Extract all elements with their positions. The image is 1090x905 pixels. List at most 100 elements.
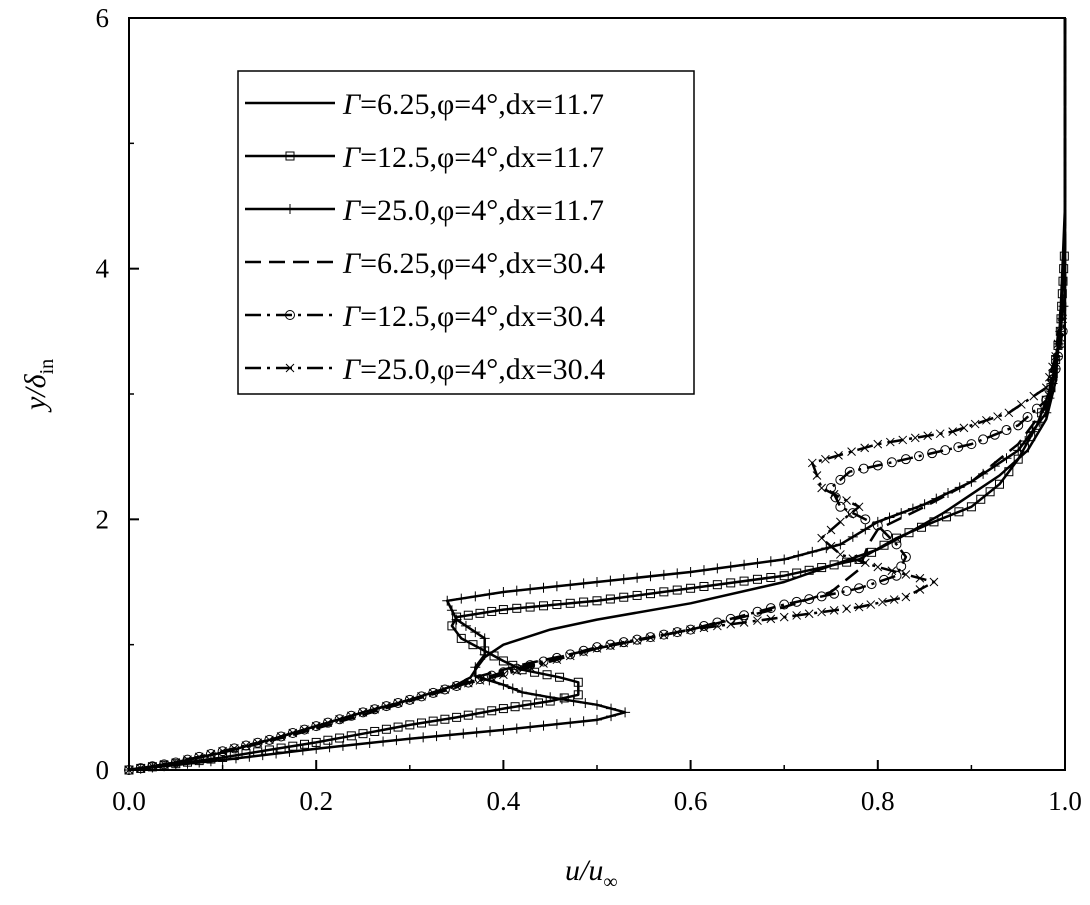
series-4-point <box>475 674 485 685</box>
series-2-point <box>1001 453 1012 464</box>
series-2-point <box>418 732 429 743</box>
series-4-point <box>1057 326 1068 337</box>
series-5-point <box>898 435 908 445</box>
series-2-point <box>580 697 591 708</box>
series-2-point <box>698 565 709 576</box>
series-2-point <box>170 759 181 770</box>
series-4-point <box>712 617 723 628</box>
series-5-point <box>889 595 899 604</box>
series-5-point <box>335 714 344 724</box>
series-1-point <box>542 670 552 680</box>
series-4-point <box>989 429 1000 440</box>
series-5-point <box>970 419 980 429</box>
series-5-point <box>812 471 822 480</box>
series-5-point <box>817 483 826 493</box>
series-2-point <box>498 679 509 690</box>
series-4-point <box>1022 411 1033 422</box>
series-1-point <box>659 587 669 597</box>
series-4-point <box>525 660 536 671</box>
series-1-point <box>489 651 499 661</box>
series-5-point <box>821 454 830 464</box>
legend-samples <box>245 101 335 373</box>
series-1-point <box>534 698 543 708</box>
series-2-point <box>592 577 602 587</box>
series-1-point <box>779 571 789 581</box>
series-5-point <box>323 718 333 728</box>
series-4-point <box>816 591 827 602</box>
series-5-point <box>632 636 642 645</box>
series-4-point <box>829 588 840 599</box>
series-4-point <box>844 466 855 477</box>
series-4-point <box>739 610 750 621</box>
series-2-point <box>391 735 402 746</box>
legend-box <box>237 70 695 395</box>
series-2-point <box>470 591 481 602</box>
series-5-point <box>183 755 192 765</box>
series-2-point <box>565 579 576 590</box>
series-1-point <box>417 718 426 728</box>
series-2-point <box>606 703 617 714</box>
series-2-point <box>511 723 522 734</box>
series-2-point <box>451 614 462 625</box>
series-5-point <box>124 765 134 775</box>
series-2-point <box>896 508 907 519</box>
series-2-point <box>364 737 375 748</box>
series-2-point <box>551 719 562 730</box>
series-1-point <box>686 583 696 593</box>
series-5-point <box>512 666 522 676</box>
series-1-point <box>579 597 589 607</box>
series-5-point <box>1051 352 1060 361</box>
series-2-point <box>658 569 669 580</box>
series-4-point <box>765 603 776 614</box>
series-1-point <box>381 724 391 734</box>
series-2-point <box>470 662 481 673</box>
y-tick-label-3: 6 <box>96 3 110 33</box>
legend-entry-2: Γ=25.0,φ=4°,dx=11.7 <box>342 194 604 227</box>
series-2-point <box>835 539 846 550</box>
series-2-point <box>230 753 241 764</box>
series-1-point <box>1004 467 1014 477</box>
series-5-point <box>1016 400 1026 409</box>
series-1-point <box>428 716 438 726</box>
series-1-point <box>522 700 532 710</box>
series-1-point <box>804 565 814 575</box>
series-5-point <box>606 641 615 651</box>
series-1-point <box>605 594 615 604</box>
x-tick-label-2: 0.4 <box>487 786 521 816</box>
series-5-point <box>836 517 845 527</box>
series-1-point <box>941 512 951 522</box>
series-2-point <box>159 761 170 772</box>
series-5-point <box>836 550 845 559</box>
series-4-point <box>866 579 877 590</box>
series-4-point <box>804 594 815 605</box>
series-1-point <box>929 517 939 527</box>
series-5-point <box>915 585 925 594</box>
series-2-point <box>517 687 528 698</box>
series-4-point <box>1013 420 1024 431</box>
series-2-point <box>765 556 776 567</box>
series-1-point <box>985 487 995 497</box>
series-5-point <box>206 749 216 759</box>
series-1-point <box>552 600 562 610</box>
series-5-point <box>487 673 497 682</box>
series-4-point <box>498 667 509 678</box>
series-5-point <box>463 678 473 688</box>
series-5-point <box>417 692 426 701</box>
series-1-point <box>463 610 473 620</box>
series-2-point <box>444 729 455 740</box>
series-4-point <box>299 724 310 735</box>
series-1 <box>124 18 1069 775</box>
series-5-point <box>452 681 461 691</box>
series-5-point <box>194 752 204 762</box>
series-5-point <box>847 447 856 457</box>
x-axis-label: u/u∞ <box>565 854 618 893</box>
series-1-point <box>487 706 497 716</box>
series-5-point <box>579 647 588 657</box>
series-4-point <box>725 613 736 624</box>
series-2-point <box>404 733 415 744</box>
series-4-point <box>913 451 924 462</box>
series-5-point <box>171 758 181 767</box>
series-2-point <box>793 550 804 561</box>
series-5-point <box>276 732 286 741</box>
series-1-point <box>842 557 852 567</box>
